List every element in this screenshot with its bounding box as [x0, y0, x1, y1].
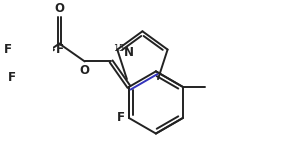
Text: O: O [54, 2, 64, 15]
Text: F: F [4, 43, 12, 56]
Text: F: F [117, 112, 125, 124]
Text: $^{15}$N: $^{15}$N [113, 43, 135, 60]
Text: F: F [8, 71, 16, 84]
Text: F: F [56, 43, 64, 56]
Text: O: O [80, 64, 90, 77]
